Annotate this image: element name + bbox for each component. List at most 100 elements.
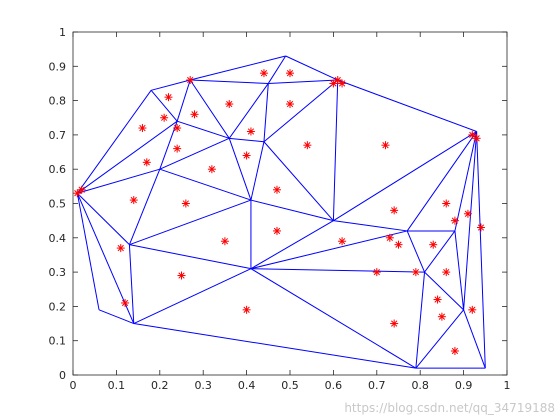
point	[242, 151, 251, 160]
mesh-edge	[150, 79, 191, 91]
point-stroke	[143, 159, 150, 166]
point	[173, 124, 182, 133]
x-tick-label: 0.9	[455, 379, 473, 392]
point	[116, 244, 125, 253]
point-stroke	[78, 186, 85, 193]
point	[73, 189, 82, 198]
mesh-edge	[77, 168, 160, 194]
mesh-edge	[406, 230, 426, 273]
y-tick-label: 0.1	[49, 335, 67, 348]
point-stroke	[451, 347, 459, 355]
point	[385, 233, 394, 242]
mesh-edge	[463, 131, 478, 310]
point	[390, 206, 399, 215]
point	[142, 158, 151, 167]
point	[372, 268, 381, 277]
point	[329, 79, 338, 88]
point	[246, 127, 255, 136]
point-stroke	[286, 70, 294, 77]
point-stroke	[386, 234, 393, 241]
point	[286, 100, 294, 109]
mesh-edge	[250, 220, 334, 270]
x-tick-label: 1	[504, 379, 511, 392]
point	[468, 130, 477, 139]
mesh-edge	[454, 230, 465, 310]
point-stroke	[382, 142, 389, 149]
point	[129, 196, 138, 205]
point-stroke	[226, 100, 233, 108]
mesh-edge	[263, 141, 334, 221]
point	[286, 69, 294, 78]
point-stroke	[443, 200, 450, 207]
mesh-edge	[76, 192, 130, 246]
y-tick-label: 0.7	[49, 129, 67, 142]
point-stroke	[473, 135, 480, 142]
x-tick-label: 0.4	[238, 379, 256, 392]
point	[177, 271, 186, 280]
point-stroke	[434, 296, 441, 303]
mesh-edge	[190, 79, 269, 84]
point-stroke	[74, 190, 81, 197]
x-tick-label: 0.2	[151, 379, 169, 392]
y-tick-label: 0.6	[49, 163, 67, 176]
mesh-edge	[333, 220, 408, 232]
mesh-edge	[263, 79, 339, 143]
point	[138, 124, 147, 133]
y-tick-label: 0.2	[49, 300, 67, 313]
point	[186, 76, 195, 85]
point-stroke	[260, 70, 268, 77]
point	[442, 199, 451, 208]
point	[242, 305, 251, 314]
mesh-edge	[176, 79, 191, 122]
point	[411, 268, 420, 277]
point-stroke	[338, 238, 346, 245]
mesh-edge	[177, 120, 230, 139]
point-stroke	[464, 210, 472, 217]
point	[450, 346, 459, 355]
point	[121, 298, 130, 307]
mesh-edge	[159, 168, 252, 201]
point-stroke	[187, 76, 194, 84]
point	[437, 312, 446, 321]
mesh-edge	[285, 55, 338, 81]
x-tick-label: 0	[70, 379, 77, 392]
mesh-edge	[250, 268, 425, 273]
mesh-edge	[267, 55, 287, 84]
mesh-edge	[133, 323, 416, 369]
point-stroke	[243, 306, 250, 313]
watermark: https://blog.csdn.net/qq_34719188	[344, 401, 555, 415]
x-tick-label: 0.7	[368, 379, 386, 392]
mesh-edge	[129, 244, 252, 270]
x-tick-label: 0.1	[108, 379, 126, 392]
point	[303, 141, 312, 150]
point	[433, 295, 442, 304]
point	[160, 113, 169, 122]
point-stroke	[451, 217, 459, 224]
point-stroke	[412, 268, 420, 276]
point	[173, 144, 182, 153]
y-tick-label: 0.4	[49, 232, 67, 245]
point	[272, 185, 281, 194]
point	[225, 100, 234, 109]
point-stroke	[304, 142, 311, 149]
point-stroke	[373, 268, 380, 276]
y-tick-label: 0.9	[49, 60, 67, 73]
point-stroke	[174, 145, 181, 152]
point-stroke	[247, 128, 255, 135]
x-tick-label: 0.6	[325, 379, 343, 392]
point-stroke	[243, 152, 250, 159]
y-tick-label: 0.5	[49, 198, 67, 211]
point-stroke	[182, 200, 189, 207]
point-stroke	[121, 299, 129, 307]
mesh-edge	[454, 131, 478, 232]
point-stroke	[117, 244, 124, 252]
point-stroke	[477, 224, 485, 231]
point-stroke	[330, 80, 337, 87]
point	[450, 216, 459, 225]
point	[476, 223, 485, 232]
point	[77, 185, 86, 194]
point-stroke	[139, 124, 146, 132]
mesh-edge	[228, 83, 269, 139]
point	[164, 93, 173, 102]
